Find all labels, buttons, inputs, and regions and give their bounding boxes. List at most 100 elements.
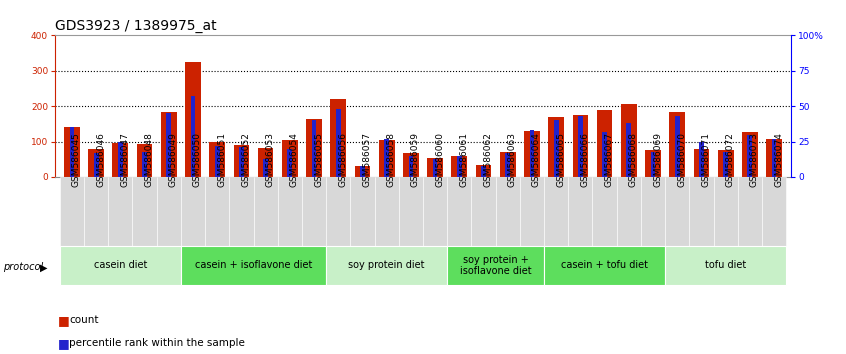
Bar (181, 177, 205, 246)
Bar (548, 117, 564, 177)
Bar (331, 99, 346, 177)
Text: GSM586047: GSM586047 (120, 132, 129, 187)
Text: GSM586045: GSM586045 (72, 132, 81, 187)
Bar (142, 152, 147, 177)
Bar (471, 177, 496, 246)
Bar (665, 177, 689, 246)
Bar (617, 177, 641, 246)
Bar (717, 150, 733, 177)
Bar (554, 120, 558, 177)
Bar (423, 177, 448, 246)
Bar (327, 246, 448, 285)
Bar (384, 139, 389, 177)
Bar (118, 142, 123, 177)
Text: protocol: protocol (3, 262, 43, 272)
Bar (448, 177, 471, 246)
Bar (699, 142, 704, 177)
Text: casein + isoflavone diet: casein + isoflavone diet (195, 261, 312, 270)
Bar (544, 246, 665, 285)
Bar (602, 132, 607, 177)
Text: percentile rank within the sample: percentile rank within the sample (69, 338, 245, 348)
Text: GSM586060: GSM586060 (435, 132, 444, 187)
Bar (215, 146, 220, 177)
Bar (88, 149, 104, 177)
Bar (403, 153, 419, 177)
Bar (360, 166, 365, 177)
Bar (766, 139, 782, 177)
Text: GSM586063: GSM586063 (508, 132, 517, 187)
Bar (651, 152, 656, 177)
Bar (157, 177, 181, 246)
Text: GSM586056: GSM586056 (338, 132, 347, 187)
Bar (311, 120, 316, 177)
Text: tofu diet: tofu diet (705, 261, 746, 270)
Bar (713, 177, 738, 246)
Bar (748, 135, 752, 177)
Bar (524, 131, 540, 177)
Bar (519, 177, 544, 246)
Bar (167, 113, 171, 177)
Text: GSM586070: GSM586070 (677, 132, 686, 187)
Bar (573, 115, 588, 177)
Bar (350, 177, 375, 246)
Text: GSM586049: GSM586049 (169, 132, 178, 187)
Bar (723, 152, 728, 177)
Bar (133, 177, 157, 246)
Text: GSM586074: GSM586074 (774, 132, 783, 187)
Bar (258, 148, 273, 177)
Text: GSM586057: GSM586057 (362, 132, 371, 187)
Text: GSM586054: GSM586054 (290, 132, 299, 187)
Bar (738, 177, 762, 246)
Bar (113, 143, 129, 177)
Text: GSM586055: GSM586055 (314, 132, 323, 187)
Bar (448, 246, 544, 285)
Bar (578, 116, 583, 177)
Bar (689, 177, 713, 246)
Bar (181, 246, 327, 285)
Bar (161, 112, 177, 177)
Text: GSM586061: GSM586061 (459, 132, 469, 187)
Text: GSM586051: GSM586051 (217, 132, 226, 187)
Bar (137, 144, 152, 177)
Bar (233, 145, 250, 177)
Text: GSM586053: GSM586053 (266, 132, 275, 187)
Text: GSM586050: GSM586050 (193, 132, 202, 187)
Bar (645, 150, 661, 177)
Text: GSM586064: GSM586064 (532, 132, 541, 187)
Bar (409, 156, 413, 177)
Text: GSM586072: GSM586072 (726, 132, 734, 187)
Bar (379, 140, 394, 177)
Bar (626, 123, 631, 177)
Bar (742, 132, 758, 177)
Bar (427, 158, 443, 177)
Bar (327, 177, 350, 246)
Bar (277, 177, 302, 246)
Bar (621, 104, 637, 177)
Bar (530, 130, 535, 177)
Bar (675, 116, 679, 177)
Bar (84, 177, 108, 246)
Bar (500, 152, 515, 177)
Bar (282, 140, 298, 177)
Text: GSM586062: GSM586062 (484, 132, 492, 187)
Bar (592, 177, 617, 246)
Bar (108, 177, 133, 246)
Bar (496, 177, 519, 246)
Text: GSM586065: GSM586065 (556, 132, 565, 187)
Bar (665, 246, 786, 285)
Bar (505, 153, 510, 177)
Text: ■: ■ (58, 337, 69, 350)
Bar (209, 142, 225, 177)
Text: GSM586052: GSM586052 (241, 132, 250, 187)
Text: soy protein diet: soy protein diet (349, 261, 425, 270)
Text: ▶: ▶ (40, 262, 47, 272)
Bar (457, 156, 462, 177)
Text: GDS3923 / 1389975_at: GDS3923 / 1389975_at (55, 19, 217, 33)
Bar (336, 109, 341, 177)
Bar (306, 119, 322, 177)
Bar (60, 177, 84, 246)
Text: GSM586069: GSM586069 (653, 132, 662, 187)
Bar (481, 166, 486, 177)
Bar (452, 156, 467, 177)
Text: GSM586071: GSM586071 (701, 132, 711, 187)
